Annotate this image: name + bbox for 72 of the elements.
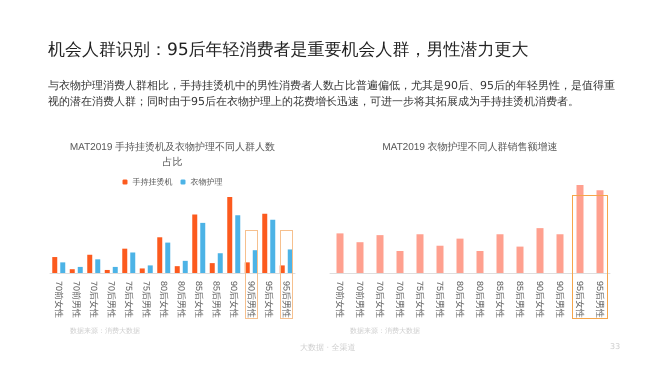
bar xyxy=(200,222,206,273)
bar xyxy=(262,214,268,273)
x-tick-label: 90后女性 xyxy=(228,281,239,318)
bar xyxy=(416,234,424,273)
x-tick-label: 70前男性 xyxy=(71,281,82,318)
bar xyxy=(476,251,484,273)
bar xyxy=(336,233,344,273)
bar xyxy=(576,185,584,273)
bar xyxy=(496,234,504,273)
x-tick-label: 70前女性 xyxy=(54,281,64,318)
bar xyxy=(104,270,110,273)
bar xyxy=(95,259,100,273)
bar xyxy=(148,265,153,273)
bar xyxy=(130,252,136,273)
x-tick-label: 95后男性 xyxy=(281,281,292,318)
bar xyxy=(70,269,75,273)
x-tick-label: 75后女性 xyxy=(415,281,425,318)
x-tick-label: 90后女性 xyxy=(535,281,545,318)
bar xyxy=(52,257,58,273)
x-tick-label: 85后男性 xyxy=(211,281,222,318)
bar xyxy=(78,266,83,273)
x-tick-label: 90后男性 xyxy=(246,281,256,318)
x-tick-label: 85后男性 xyxy=(515,281,525,318)
x-tick-label: 70后女性 xyxy=(88,281,99,318)
x-tick-label: 75后男性 xyxy=(141,281,152,318)
bar xyxy=(356,242,364,273)
x-tick-label: 85后女性 xyxy=(495,281,505,318)
text: 机会人群识别：95后年轻消费者是重要机会人群，男性潜力更大 xyxy=(48,39,529,61)
bar xyxy=(122,248,128,273)
x-tick-label: 95后男性 xyxy=(595,281,605,318)
bar xyxy=(596,190,604,273)
chart-title: MAT2019 衣物护理不同人群销售额增速 xyxy=(382,141,558,153)
bar xyxy=(436,246,444,273)
x-tick-label: 95后女性 xyxy=(264,281,274,318)
bar xyxy=(192,214,198,273)
x-tick-label: 70前男性 xyxy=(355,281,365,318)
bar xyxy=(456,238,464,273)
x-tick-label: 80后男性 xyxy=(176,281,186,318)
bar xyxy=(157,237,162,273)
x-tick-label: 70前女性 xyxy=(335,281,345,318)
x-tick-label: 70后男性 xyxy=(106,281,116,318)
bar xyxy=(182,260,188,273)
x-tick-label: 95后女性 xyxy=(575,281,585,318)
x-tick-label: 70后男性 xyxy=(395,281,405,318)
text: 与衣物护理消费人群相比，手持挂烫机中的男性消费者人数占比普遍偏低，尤其是90后、95后的年轻男性，是值得重视的潜在消费人群；同时由于95后在衣物护理上的花费增长迅速，可进一步将其拓展成为手持挂烫机消费者。 xyxy=(48,78,616,110)
x-tick-label: 90后男性 xyxy=(555,281,565,318)
bar xyxy=(140,268,145,273)
bar xyxy=(218,253,223,273)
x-tick-label: 80后男性 xyxy=(475,281,485,318)
bar xyxy=(536,228,544,273)
bar xyxy=(165,242,170,273)
bar xyxy=(60,262,66,273)
x-tick-label: 80后女性 xyxy=(158,281,169,318)
legend-label: 手持挂烫机 xyxy=(132,178,172,186)
bar xyxy=(516,246,524,273)
bar xyxy=(87,254,92,273)
bar xyxy=(396,251,404,273)
x-tick-label: 70后女性 xyxy=(375,281,385,318)
bar xyxy=(210,263,215,273)
chart-title: MAT2019 手持挂烫机及衣物护理不同人群人数占比 xyxy=(70,141,276,168)
x-tick-label: 75后女性 xyxy=(124,281,134,318)
x-tick-label: 85后女性 xyxy=(194,281,204,318)
bar xyxy=(112,266,118,273)
bar xyxy=(376,235,384,273)
bar xyxy=(556,234,564,273)
bar xyxy=(235,215,240,273)
x-tick-label: 80后女性 xyxy=(455,281,465,318)
bar xyxy=(174,266,180,273)
legend-label: 衣物护理 xyxy=(190,178,222,186)
bar xyxy=(227,197,232,273)
bar xyxy=(270,220,276,273)
x-tick-label: 75后男性 xyxy=(435,281,445,318)
